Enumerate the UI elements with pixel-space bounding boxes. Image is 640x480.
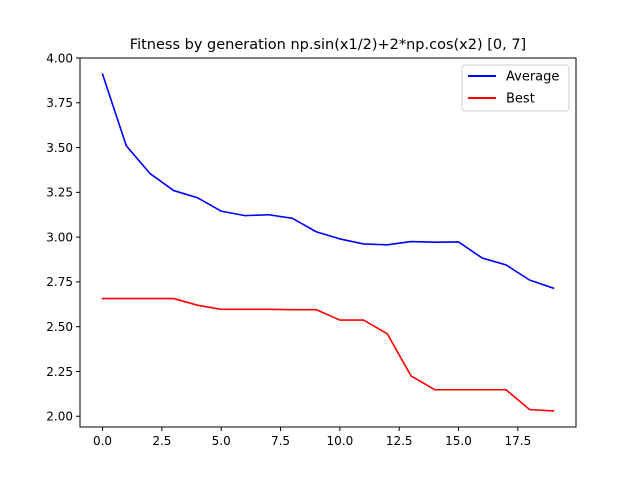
x-tick-label: 5.0 bbox=[212, 434, 231, 448]
x-tick-label: 12.5 bbox=[386, 434, 413, 448]
legend-label-best: Best bbox=[506, 92, 535, 107]
y-tick-label: 2.25 bbox=[46, 365, 73, 379]
x-tick-label: 7.5 bbox=[271, 434, 290, 448]
y-tick-label: 3.25 bbox=[46, 186, 73, 200]
y-tick-label: 2.75 bbox=[46, 275, 73, 289]
y-tick-label: 4.00 bbox=[46, 51, 73, 65]
x-tick-label: 17.5 bbox=[504, 434, 531, 448]
y-tick-label: 3.00 bbox=[46, 230, 73, 244]
x-tick-label: 0.0 bbox=[93, 434, 112, 448]
series-line-best bbox=[101, 297, 555, 412]
x-tick-label: 2.5 bbox=[152, 434, 171, 448]
chart-title: Fitness by generation np.sin(x1/2)+2*np.… bbox=[130, 37, 526, 53]
x-tick-label: 10.0 bbox=[327, 434, 354, 448]
plot-area-frame bbox=[79, 57, 577, 428]
y-tick-label: 3.75 bbox=[46, 96, 73, 110]
axis-layer: 0.0 2.5 5.0 7.5 10.0 12.5 15.0 17.5 2.00 2.25 2.50… bbox=[46, 51, 531, 448]
y-tick-label: 2.50 bbox=[46, 320, 73, 334]
y-tick-label: 2.00 bbox=[46, 410, 73, 424]
y-tick-label: 3.50 bbox=[46, 141, 73, 155]
legend: Average Best bbox=[461, 64, 570, 112]
legend-label-average: Average bbox=[506, 70, 559, 85]
series-line-average bbox=[101, 73, 555, 290]
x-tick-label: 15.0 bbox=[445, 434, 472, 448]
series-layer bbox=[101, 73, 555, 412]
